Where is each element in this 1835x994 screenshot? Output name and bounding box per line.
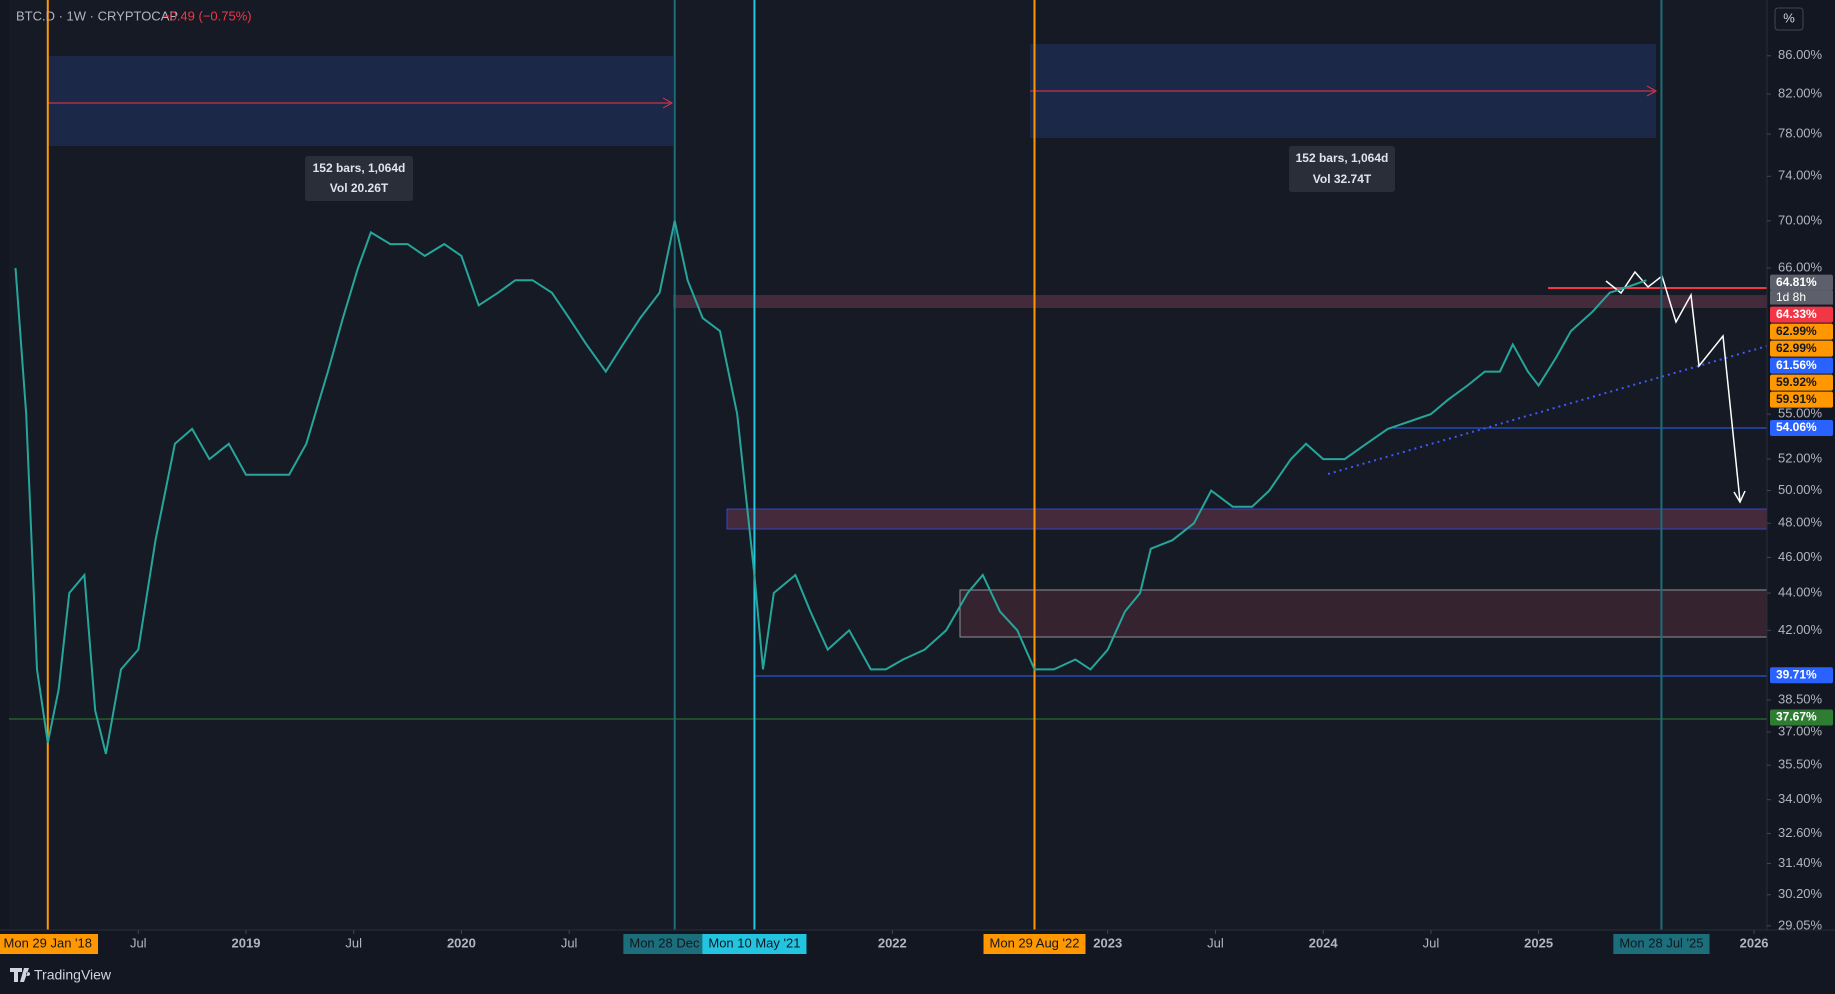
price-label: 37.67%	[1776, 710, 1817, 724]
date-marker-lines	[46, 0, 1663, 930]
series	[14, 220, 1647, 755]
price-label: 64.81%	[1776, 275, 1817, 289]
y-tick-label: 46.00%	[1778, 549, 1823, 564]
price-label: 61.56%	[1776, 358, 1817, 372]
y-tick-label: 31.40%	[1778, 855, 1823, 870]
price-label-box	[1770, 667, 1833, 684]
x-tick-label: Jul	[1423, 935, 1440, 950]
price-label-box	[1770, 306, 1833, 323]
y-tick-label: 70.00%	[1778, 212, 1823, 227]
y-tick-label: 74.00%	[1778, 168, 1823, 183]
projection-path	[1605, 270, 1741, 502]
measure-bars: 152 bars, 1,064d	[313, 161, 406, 175]
x-tick-label: 2025	[1524, 935, 1553, 950]
x-tick-label: 2022	[878, 935, 907, 950]
price-label-box	[1770, 374, 1833, 391]
arrow-head	[662, 97, 674, 109]
price-label: 39.71%	[1776, 667, 1817, 681]
unit-button[interactable]	[1774, 7, 1804, 31]
y-tick-label: 50.00%	[1778, 482, 1823, 497]
plot-area	[9, 0, 1767, 930]
price-label-box	[1770, 709, 1833, 726]
price-label-box	[1770, 357, 1833, 374]
x-tick-label: 2019	[232, 935, 261, 950]
y-tick-label: 52.00%	[1778, 451, 1823, 466]
price-label: 59.92%	[1776, 375, 1817, 389]
price-label-box	[1770, 274, 1833, 291]
y-tick-label: 55.00%	[1778, 406, 1823, 421]
unit-label[interactable]: %	[1783, 10, 1795, 25]
x-tick-label: 2020	[447, 935, 476, 950]
arrow-head	[1646, 85, 1658, 97]
price-label: 54.06%	[1776, 420, 1817, 434]
y-tick-label: 32.60%	[1778, 825, 1823, 840]
price-label-box	[1770, 391, 1833, 408]
countdown: 1d 8h	[1776, 290, 1806, 304]
date-marker-box	[702, 934, 807, 954]
y-tick-label: 66.00%	[1778, 259, 1823, 274]
y-tick-label: 30.20%	[1778, 886, 1823, 901]
date-marker-box	[983, 934, 1086, 954]
price-label: 62.99%	[1776, 341, 1817, 355]
price-label: 64.33%	[1776, 307, 1817, 321]
y-tick-label: 35.50%	[1778, 757, 1823, 772]
brand: TradingView	[10, 967, 112, 983]
y-tick-label: 29.05%	[1778, 917, 1823, 932]
y-tick-label: 37.00%	[1778, 723, 1823, 738]
measure-box	[1289, 146, 1395, 192]
range-box	[47, 56, 673, 146]
price-label-box	[1770, 323, 1833, 340]
zone	[673, 295, 1767, 308]
y-tick-label: 42.00%	[1778, 622, 1823, 637]
y-tick-label: 78.00%	[1778, 126, 1823, 141]
date-marker-label: Mon 10 May '21	[708, 935, 800, 950]
price-label: 59.91%	[1776, 392, 1817, 406]
arrow-head	[1733, 490, 1746, 504]
date-marker-label: Mon 28 Jul '25	[1619, 935, 1703, 950]
measure-box	[305, 156, 413, 201]
x-tick-label: Jul	[130, 935, 147, 950]
measure-vol: Vol 20.26T	[330, 181, 389, 195]
y-tick-label: 48.00%	[1778, 515, 1823, 530]
countdown-box	[1770, 290, 1833, 305]
trend-line	[1327, 345, 1768, 475]
measure-vol: Vol 32.74T	[1313, 172, 1372, 186]
measure-bars: 152 bars, 1,064d	[1296, 151, 1389, 165]
price-label: 62.99%	[1776, 324, 1817, 338]
change: −0.49 (−0.75%)	[162, 8, 252, 23]
y-tick-label: 82.00%	[1778, 85, 1823, 100]
measurement: 152 bars, 1,064d Vol 20.26T 152 bars, 1,…	[305, 146, 1395, 201]
brand-name: TradingView	[34, 967, 112, 983]
x-tick-label: 2023	[1093, 935, 1122, 950]
date-marker-box	[1613, 934, 1710, 954]
zone	[959, 589, 1768, 638]
date-marker-label: Mon 29 Aug '22	[990, 935, 1080, 950]
x-tick-label: 2026	[1740, 935, 1769, 950]
date-marker-box	[0, 934, 99, 954]
zone	[726, 508, 1768, 530]
y-tick-label: 44.00%	[1778, 584, 1823, 599]
price-label-box	[1770, 340, 1833, 357]
x-tick-label: 2024	[1309, 935, 1339, 950]
price-line	[14, 220, 1647, 755]
drawings	[9, 44, 1768, 720]
x-tick-label: Jul	[1207, 935, 1224, 950]
x-tick-label: Jul	[345, 935, 362, 950]
y-tick-label: 34.00%	[1778, 791, 1823, 806]
date-marker-box	[623, 934, 727, 954]
date-marker-label: Mon 28 Dec '20	[629, 935, 720, 950]
y-tick-label: 86.00%	[1778, 47, 1823, 62]
logo	[10, 968, 31, 982]
price-label-box	[1770, 419, 1833, 436]
symbol: BTC.D · 1W · CRYPTOCAP	[16, 8, 178, 23]
y-tick-label: 38.50%	[1778, 692, 1823, 707]
date-marker-label: Mon 29 Jan '18	[4, 935, 93, 950]
x-tick-label: Jul	[561, 935, 578, 950]
